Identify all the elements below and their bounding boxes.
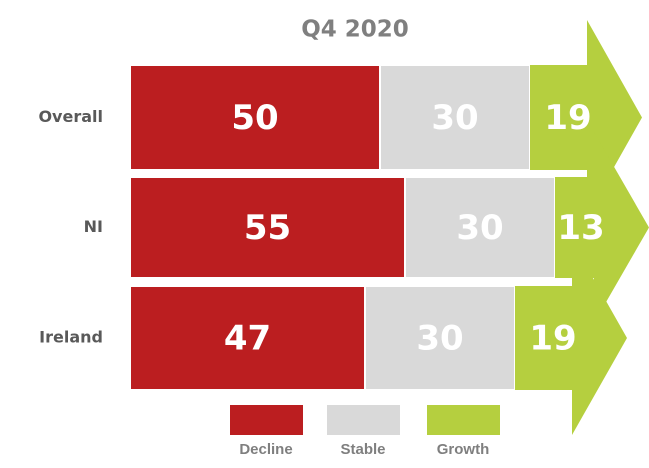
value-label: 30 [416,319,463,359]
value-label: 13 [557,208,604,248]
value-label: 19 [529,319,576,359]
value-label: 30 [456,208,503,248]
legend-label: Stable [340,441,385,458]
value-label: 55 [244,208,291,248]
bar-segment [129,285,366,391]
legend-swatch [230,405,303,435]
legend-swatch [327,405,400,435]
legend-swatch [427,405,500,435]
category-label: NI [84,217,103,236]
bar-segment [129,64,381,171]
legend-label: Growth [437,441,490,458]
growth-arrow [515,241,627,435]
bar-segment [379,64,531,171]
bar-segment [364,285,516,391]
legend-label: Decline [239,441,292,458]
value-label: 50 [231,98,278,138]
value-label: 30 [431,98,478,138]
chart-title: Q4 2020 [301,17,409,43]
growth-arrow [530,20,642,215]
value-label: 19 [544,98,591,138]
category-label: Ireland [39,328,103,347]
category-label: Overall [38,107,103,126]
value-label: 47 [224,319,271,359]
